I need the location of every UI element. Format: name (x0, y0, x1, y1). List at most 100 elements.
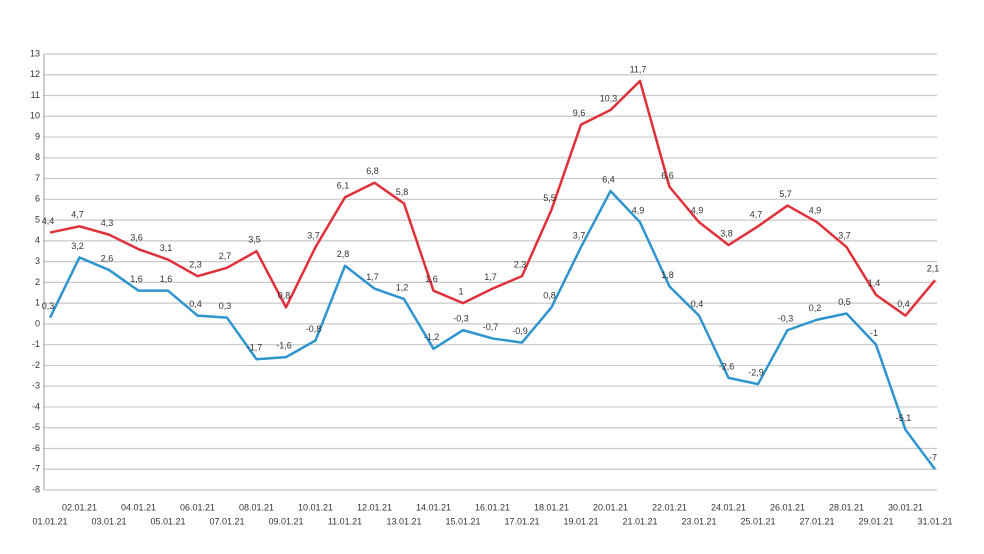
data-label: 4,7 (750, 210, 763, 220)
x-tick-label: 14.01.21 (416, 502, 451, 512)
x-tick-label: 27.01.21 (799, 516, 834, 526)
y-tick-label: 12 (30, 69, 40, 79)
data-label: 1,7 (366, 272, 379, 282)
data-label: 2,8 (337, 249, 350, 259)
data-label: -0,8 (306, 324, 322, 334)
data-label: 3,8 (720, 228, 733, 238)
x-tick-label: 11.01.21 (328, 516, 362, 526)
y-tick-label: -6 (32, 443, 40, 453)
data-label: 0,4 (691, 299, 704, 309)
y-tick-label: 11 (31, 90, 40, 100)
data-label: 11,7 (630, 64, 647, 74)
x-tick-label: 17.01.21 (504, 516, 539, 526)
x-tick-label: 26.01.21 (770, 502, 805, 512)
data-label: 3,7 (307, 230, 320, 240)
x-tick-label: 23.01.21 (681, 516, 716, 526)
data-label: -7 (929, 453, 937, 463)
data-label: 4,9 (691, 206, 704, 216)
data-label: -1 (870, 328, 878, 338)
data-label: 4,4 (42, 216, 55, 226)
data-label: 5,5 (543, 193, 556, 203)
data-label: -2,9 (748, 367, 764, 377)
series-line (48, 189, 937, 470)
data-label: 3,7 (573, 230, 586, 240)
data-label: -1,2 (424, 332, 440, 342)
data-label: 3,5 (248, 235, 261, 245)
y-tick-label: 4 (35, 235, 40, 245)
data-label: 0,4 (897, 299, 910, 309)
data-label: 3,2 (71, 241, 84, 251)
data-label: 1,6 (130, 274, 143, 284)
x-tick-label: 28.01.21 (829, 502, 864, 512)
data-label: 9,6 (573, 108, 586, 118)
series-line (49, 79, 936, 317)
x-tick-label: 08.01.21 (239, 502, 274, 512)
data-label: 3,7 (838, 230, 851, 240)
data-label: -2,6 (719, 361, 735, 371)
data-label: -1,6 (276, 340, 292, 350)
data-label: 2,3 (189, 260, 202, 270)
x-tick-label: 04.01.21 (121, 502, 156, 512)
x-tick-label: 10.01.21 (298, 502, 333, 512)
x-tick-label: 05.01.21 (150, 516, 185, 526)
data-label: 2,1 (927, 264, 940, 274)
data-label: 0,3 (219, 301, 232, 311)
x-tick-label: 30.01.21 (888, 502, 923, 512)
y-tick-label: 1 (35, 298, 40, 308)
data-label: 0,8 (543, 291, 556, 301)
data-label: 0,3 (42, 301, 55, 311)
y-tick-label: -4 (32, 401, 40, 411)
x-tick-label: 16.01.21 (475, 502, 510, 512)
x-tick-label: 07.01.21 (209, 516, 244, 526)
data-label: -0,3 (453, 314, 469, 324)
y-tick-label: -8 (32, 484, 40, 494)
data-label: 6,6 (661, 170, 674, 180)
data-label: 1,2 (396, 282, 409, 292)
y-tick-label: 9 (35, 131, 40, 141)
data-label: 1,6 (160, 274, 173, 284)
x-tick-label: 21.01.21 (622, 516, 657, 526)
data-label: 6,8 (366, 166, 379, 176)
data-label: 0,2 (809, 303, 822, 313)
data-label: -0,7 (483, 322, 499, 332)
y-tick-label: 6 (35, 194, 40, 204)
data-label: 1,7 (484, 272, 497, 282)
data-label: 2,3 (514, 260, 527, 270)
data-label: -0,3 (778, 314, 794, 324)
y-tick-label: -1 (32, 339, 40, 349)
data-label: 4,3 (101, 218, 114, 228)
x-tick-label: 31.01.21 (917, 516, 952, 526)
data-label: 1 (458, 287, 463, 297)
data-label: 6,4 (602, 174, 615, 184)
x-tick-label: 15.01.21 (445, 516, 480, 526)
x-tick-label: 19.01.21 (563, 516, 598, 526)
data-label: 6,1 (337, 181, 350, 191)
data-label: 10,3 (600, 93, 618, 103)
x-tick-label: 24.01.21 (711, 502, 746, 512)
x-tick-label: 01.01.21 (32, 516, 67, 526)
x-tick-label: 18.01.21 (534, 502, 569, 512)
data-label: 2,6 (101, 253, 114, 263)
data-label: -0,9 (512, 326, 528, 336)
x-tick-label: 09.01.21 (268, 516, 303, 526)
data-label: 4,7 (71, 210, 84, 220)
y-tick-label: -7 (32, 464, 40, 474)
y-tick-label: -3 (32, 381, 40, 391)
data-label: 0,4 (189, 299, 202, 309)
x-tick-label: 06.01.21 (180, 502, 215, 512)
data-label: 5,8 (396, 187, 409, 197)
x-tick-label: 12.01.21 (357, 502, 392, 512)
x-tick-label: 02.01.21 (62, 502, 97, 512)
y-tick-label: 5 (35, 214, 40, 224)
data-label: -1,7 (247, 343, 263, 353)
y-tick-label: 0 (35, 318, 40, 328)
data-label: 4,9 (632, 206, 645, 216)
data-label: 0,5 (838, 297, 851, 307)
data-label: 0,8 (278, 291, 291, 301)
x-tick-label: 03.01.21 (91, 516, 126, 526)
y-tick-label: 10 (30, 111, 40, 121)
x-tick-label: 22.01.21 (652, 502, 687, 512)
data-label: 4,9 (809, 206, 822, 216)
x-tick-label: 13.01.21 (386, 516, 421, 526)
